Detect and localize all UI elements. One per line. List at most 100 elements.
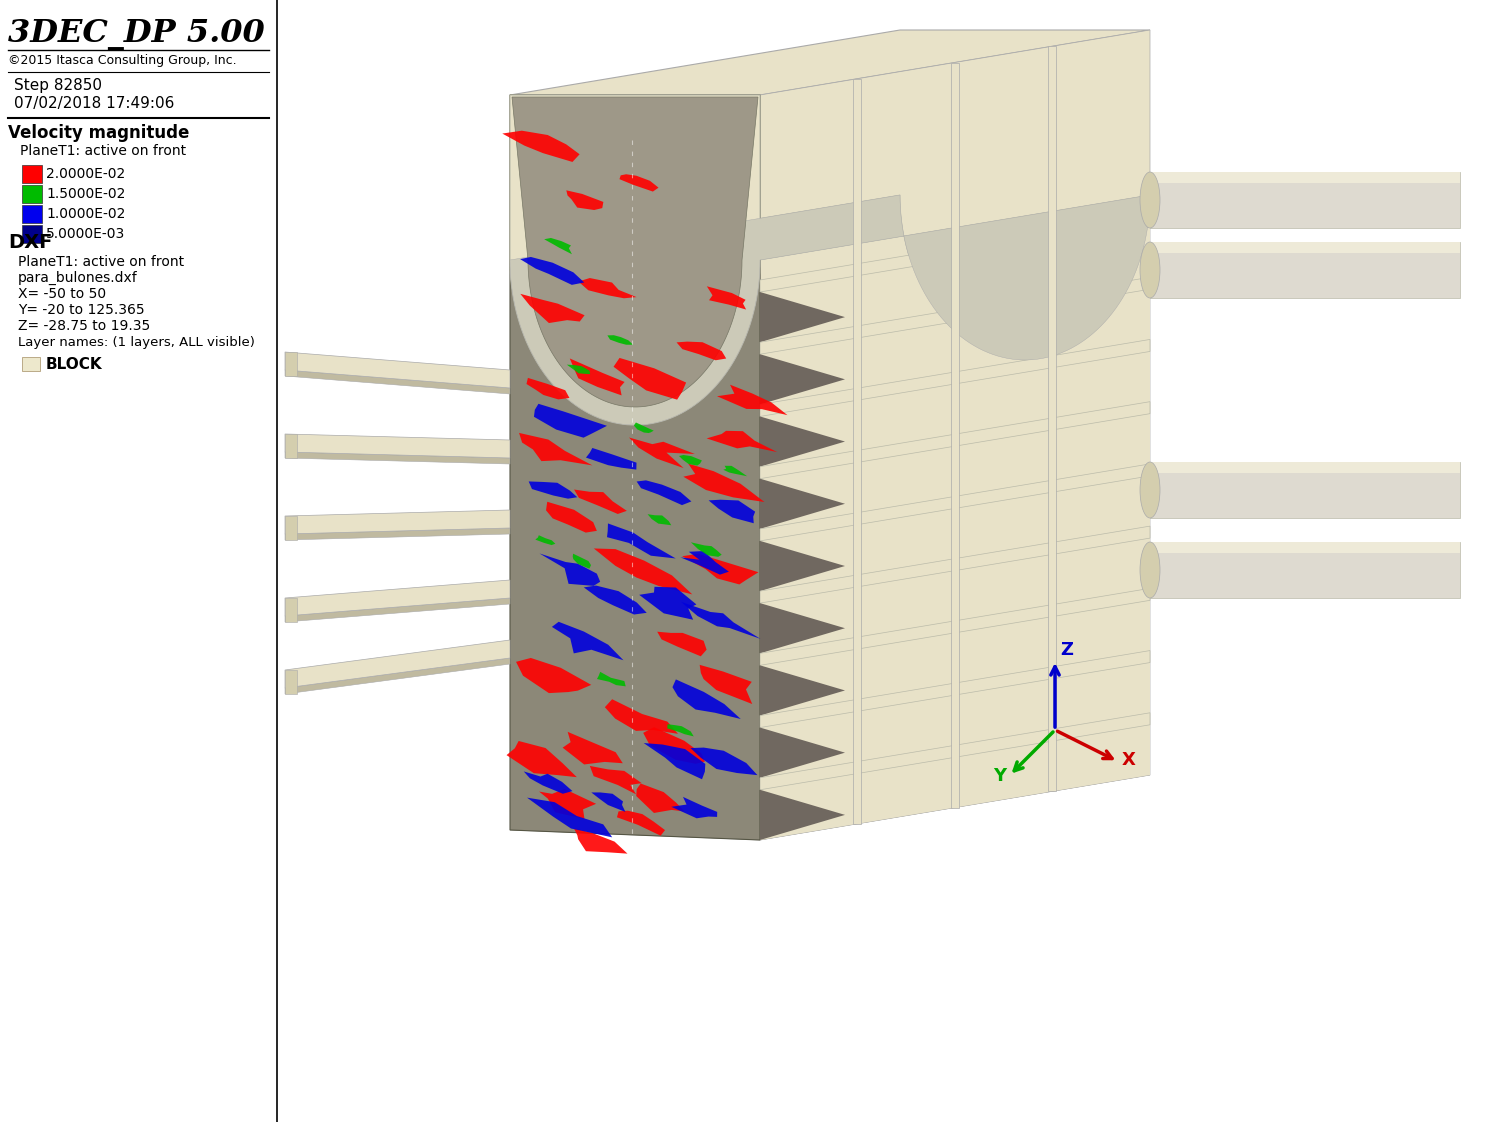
Text: Y: Y [993, 766, 1007, 784]
Polygon shape [286, 434, 510, 458]
Polygon shape [521, 294, 585, 323]
Polygon shape [286, 598, 510, 622]
Polygon shape [567, 191, 603, 210]
Polygon shape [510, 95, 760, 425]
Polygon shape [760, 289, 1150, 404]
Polygon shape [510, 95, 760, 425]
Polygon shape [510, 30, 1150, 95]
Polygon shape [507, 741, 577, 778]
Polygon shape [760, 476, 1150, 591]
Polygon shape [540, 553, 600, 586]
Polygon shape [639, 587, 696, 619]
Polygon shape [760, 604, 845, 653]
Polygon shape [760, 541, 845, 591]
Polygon shape [286, 434, 298, 458]
Polygon shape [760, 355, 845, 404]
Bar [22, 226, 42, 243]
Polygon shape [760, 663, 1150, 778]
Polygon shape [854, 79, 862, 824]
Polygon shape [760, 725, 1150, 840]
Ellipse shape [1140, 172, 1159, 228]
Text: DXF: DXF [7, 233, 52, 252]
Polygon shape [682, 554, 758, 585]
Polygon shape [700, 665, 752, 703]
Polygon shape [286, 511, 510, 534]
Polygon shape [286, 528, 510, 540]
Polygon shape [574, 489, 627, 514]
Polygon shape [667, 724, 694, 736]
Polygon shape [634, 423, 654, 433]
Bar [1150, 172, 1460, 183]
Polygon shape [1049, 46, 1056, 791]
Polygon shape [760, 588, 1150, 665]
Polygon shape [760, 600, 1150, 716]
Polygon shape [510, 95, 760, 840]
Ellipse shape [1140, 242, 1159, 298]
Polygon shape [552, 622, 624, 660]
Ellipse shape [1140, 462, 1159, 518]
Ellipse shape [1140, 542, 1159, 598]
Polygon shape [657, 632, 706, 656]
Polygon shape [516, 657, 591, 693]
Polygon shape [574, 828, 627, 854]
Polygon shape [619, 174, 658, 192]
Text: 3DEC_DP 5.00: 3DEC_DP 5.00 [7, 19, 265, 50]
Polygon shape [286, 352, 510, 388]
Polygon shape [604, 699, 678, 734]
Polygon shape [591, 792, 625, 812]
Bar [0, 0, 277, 1122]
Polygon shape [536, 535, 555, 545]
Polygon shape [760, 30, 1150, 840]
Polygon shape [527, 378, 570, 399]
Polygon shape [528, 481, 577, 498]
Polygon shape [760, 665, 845, 716]
Bar [1150, 542, 1460, 598]
Polygon shape [723, 466, 747, 476]
Text: BLOCK: BLOCK [46, 357, 103, 373]
Polygon shape [672, 797, 717, 818]
Polygon shape [760, 526, 1150, 604]
Polygon shape [583, 586, 646, 615]
Polygon shape [648, 514, 672, 525]
Polygon shape [286, 640, 510, 688]
Polygon shape [760, 277, 1150, 355]
Polygon shape [679, 456, 702, 466]
Polygon shape [760, 402, 1150, 479]
Polygon shape [586, 448, 636, 470]
Text: X: X [1122, 751, 1135, 769]
Polygon shape [286, 352, 298, 376]
Text: Z: Z [1061, 641, 1073, 659]
Polygon shape [286, 657, 510, 695]
Bar [22, 205, 42, 223]
Polygon shape [691, 747, 757, 775]
Polygon shape [594, 549, 693, 595]
Polygon shape [573, 553, 591, 569]
Text: PlaneT1: active on front: PlaneT1: active on front [18, 255, 184, 269]
Polygon shape [951, 63, 959, 808]
Polygon shape [760, 790, 845, 840]
Text: 07/02/2018 17:49:06: 07/02/2018 17:49:06 [13, 96, 175, 111]
Polygon shape [676, 341, 726, 360]
Polygon shape [521, 257, 585, 285]
Polygon shape [534, 404, 607, 438]
Polygon shape [607, 335, 633, 344]
Polygon shape [519, 433, 592, 466]
Polygon shape [691, 542, 721, 557]
Polygon shape [510, 195, 1150, 425]
Text: Y= -20 to 125.365: Y= -20 to 125.365 [18, 303, 145, 318]
Polygon shape [286, 598, 298, 622]
Polygon shape [760, 479, 845, 528]
Polygon shape [589, 766, 642, 794]
Text: 2.0000E-02: 2.0000E-02 [46, 167, 126, 181]
Text: Z= -28.75 to 19.35: Z= -28.75 to 19.35 [18, 319, 150, 333]
Bar [22, 185, 42, 203]
Polygon shape [567, 365, 589, 374]
Text: PlaneT1: active on front: PlaneT1: active on front [19, 144, 186, 158]
Polygon shape [760, 539, 1150, 653]
Polygon shape [636, 783, 685, 813]
Polygon shape [562, 732, 622, 764]
Polygon shape [524, 772, 573, 793]
Bar [1150, 462, 1460, 473]
Bar [1150, 462, 1460, 518]
Polygon shape [286, 670, 298, 695]
